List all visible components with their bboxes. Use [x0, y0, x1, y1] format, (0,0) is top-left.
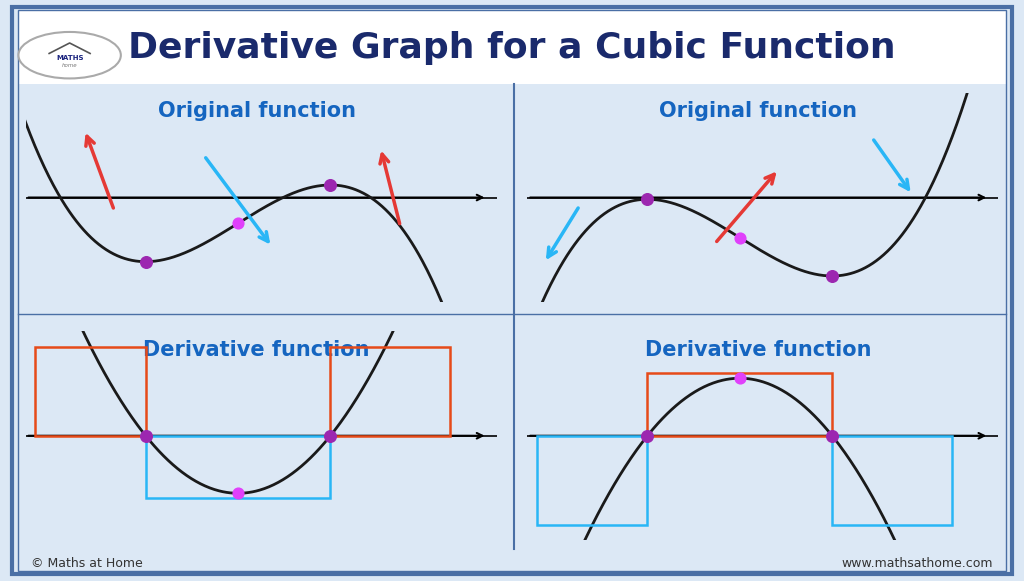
Text: Derivative Graph for a Cubic Function: Derivative Graph for a Cubic Function — [128, 31, 896, 64]
Bar — [331, 347, 451, 436]
Point — [137, 431, 154, 440]
Bar — [145, 436, 331, 498]
Bar — [833, 436, 952, 525]
Point — [731, 233, 748, 242]
Point — [323, 431, 339, 440]
Text: home: home — [61, 63, 78, 68]
Point — [824, 431, 841, 440]
Point — [824, 271, 841, 281]
Bar — [537, 436, 647, 525]
Point — [639, 431, 655, 440]
Point — [229, 218, 246, 228]
Ellipse shape — [18, 32, 121, 78]
Text: Original function: Original function — [659, 101, 857, 121]
Text: www.mathsathome.com: www.mathsathome.com — [842, 557, 993, 570]
Point — [229, 489, 246, 498]
Text: MATHS: MATHS — [56, 55, 83, 61]
Text: Derivative function: Derivative function — [645, 339, 871, 360]
Bar — [647, 373, 833, 436]
Bar — [35, 347, 145, 436]
Point — [639, 195, 655, 204]
Text: © Maths at Home: © Maths at Home — [31, 557, 142, 570]
Text: Original function: Original function — [158, 101, 355, 121]
Text: Derivative function: Derivative function — [143, 339, 370, 360]
Bar — [18, 10, 1006, 84]
Point — [137, 257, 154, 266]
Point — [731, 374, 748, 383]
Point — [323, 180, 339, 189]
